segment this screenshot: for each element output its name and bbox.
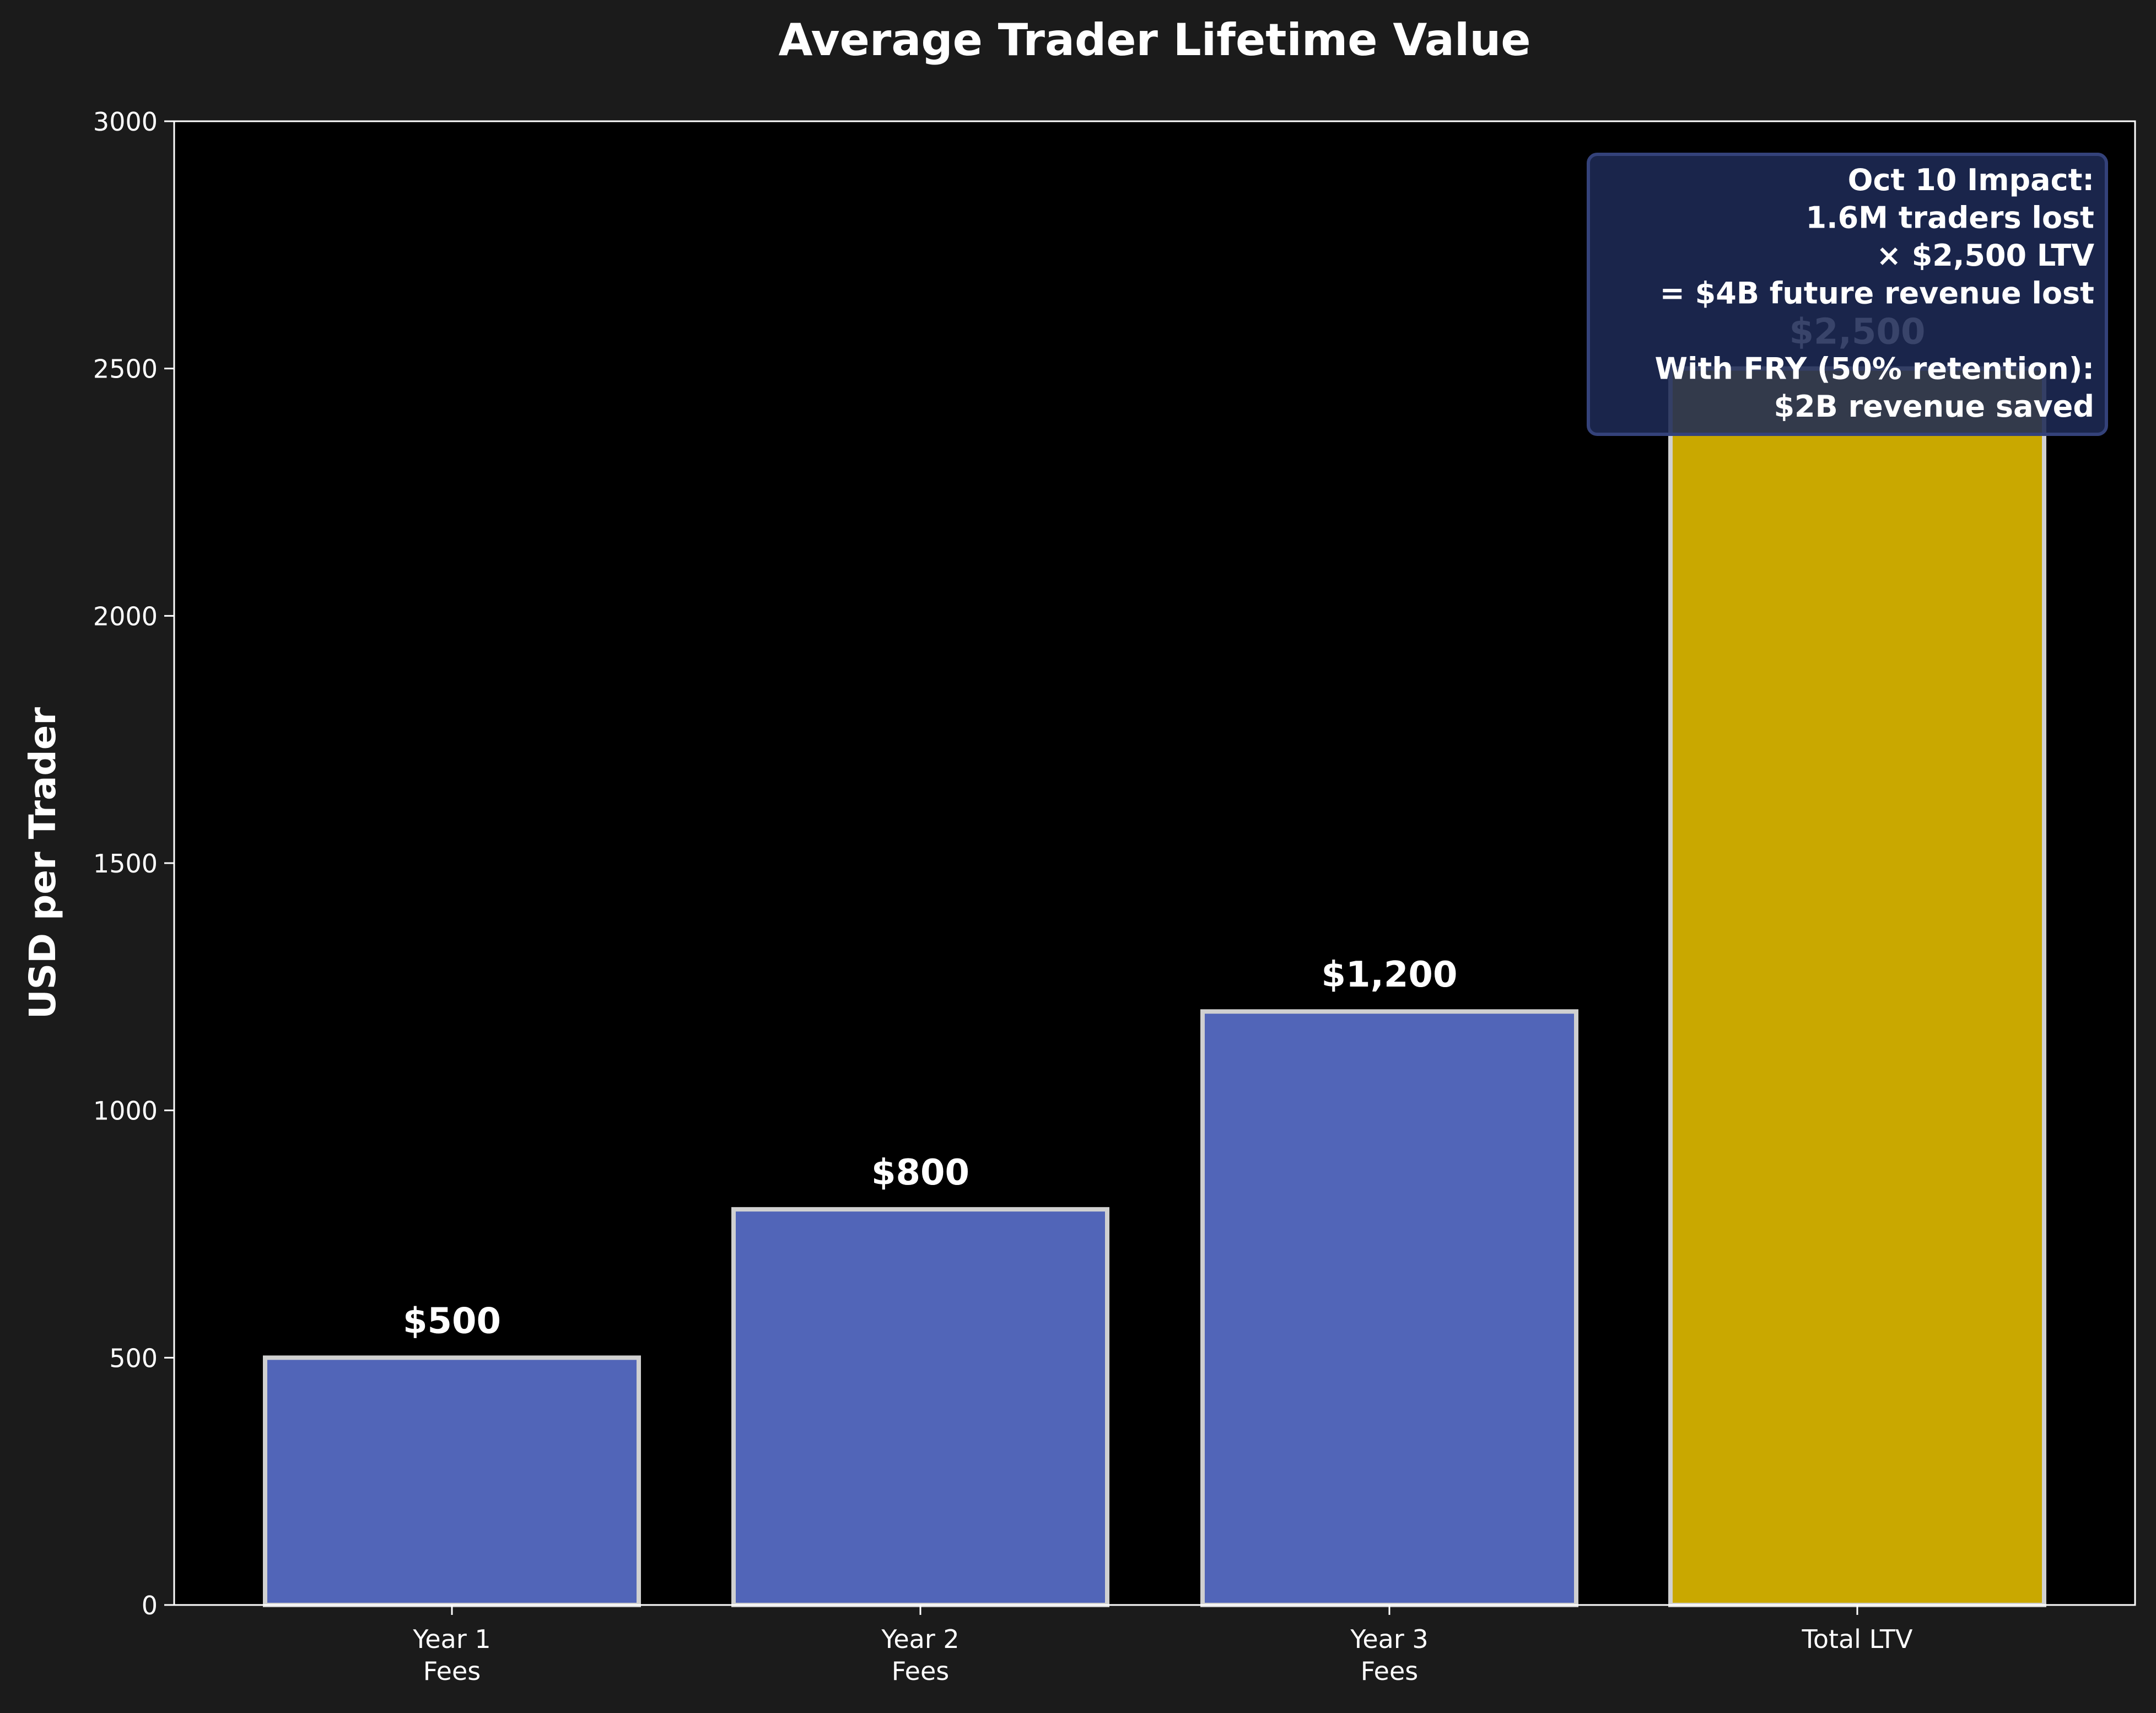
bar-2 — [731, 1207, 1109, 1607]
y-tick-label: 500 — [109, 1343, 158, 1373]
bar-4 — [1668, 366, 2046, 1607]
bar-value-label-3: $1,200 — [1322, 955, 1458, 995]
x-tick-label: Year 1 — [412, 1624, 491, 1654]
annotation-line-3: × $2,500 LTV — [1877, 238, 2095, 273]
x-tick-label: Total LTV — [1802, 1624, 1913, 1654]
y-axis: 0 500 1000 1500 2000 2500 3000 — [93, 107, 174, 1620]
annotation-line-2: 1.6M traders lost — [1806, 201, 2095, 235]
chart-title: Average Trader Lifetime Value — [778, 14, 1530, 66]
y-tick-label: 3000 — [93, 107, 158, 137]
bar-value-label-2: $800 — [871, 1152, 969, 1193]
x-tick-label: Fees — [892, 1656, 950, 1686]
x-tick-label: Year 3 — [1350, 1624, 1428, 1654]
y-tick-label: 1500 — [93, 849, 158, 879]
x-tick-label: Fees — [423, 1656, 481, 1686]
annotation-box — [1587, 153, 2108, 436]
y-tick-label: 2000 — [93, 601, 158, 631]
x-tick-label: Fees — [1361, 1656, 1419, 1686]
bar-3 — [1200, 1009, 1578, 1607]
y-tick-label: 2500 — [93, 354, 158, 384]
y-tick-label: 0 — [142, 1591, 158, 1620]
y-tick-label: 1000 — [93, 1096, 158, 1126]
annotation-line-1: Oct 10 Impact: — [1848, 163, 2094, 197]
bar-value-label-1: $500 — [403, 1301, 501, 1342]
annotation-line-4: = $4B future revenue lost — [1660, 276, 2094, 311]
bar-1 — [263, 1355, 641, 1607]
annotation-line-6: With FRY (50% retention): — [1654, 352, 2094, 386]
annotation-layer: Oct 10 Impact: 1.6M traders lost× $2,500 … — [1587, 153, 2108, 436]
y-axis-label: USD per Trader — [21, 707, 64, 1019]
x-tick-label: Year 2 — [881, 1624, 959, 1654]
annotation-line-7: $2B revenue saved — [1774, 389, 2094, 424]
